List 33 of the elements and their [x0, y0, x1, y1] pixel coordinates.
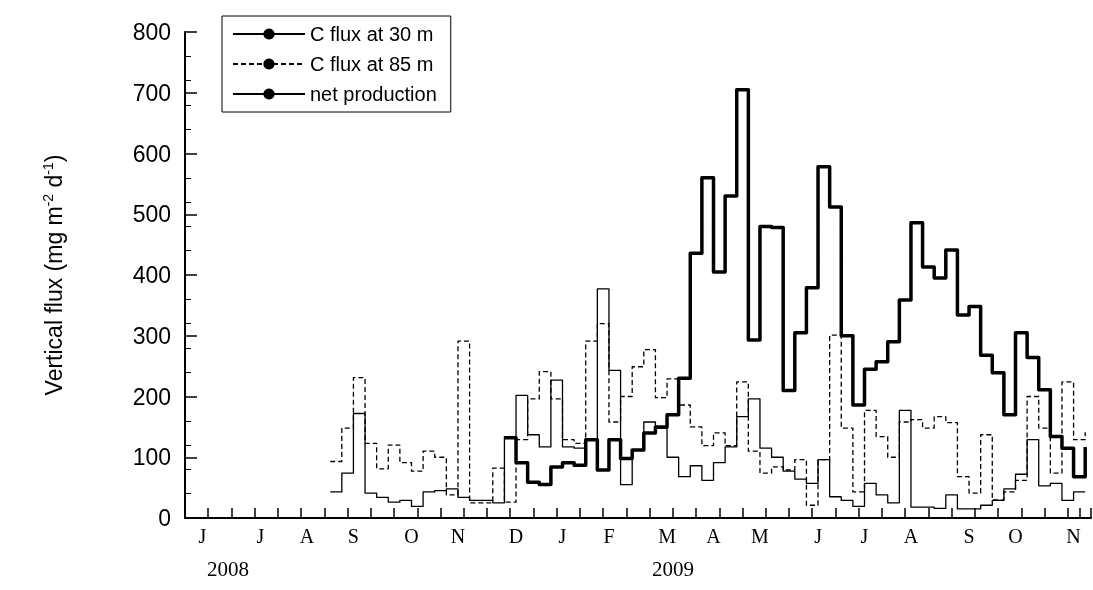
y-axis-title: Vertical flux (mg m-2 d-1)	[40, 154, 67, 396]
x-tick-label: A	[706, 525, 722, 547]
x-tick-label: N	[1066, 525, 1081, 547]
y-tick-label: 0	[158, 505, 171, 531]
y-tick-label: 800	[132, 19, 171, 45]
x-tick-label: M	[751, 525, 770, 547]
x-tick-label: S	[347, 525, 359, 547]
x-tick-label: J	[814, 525, 823, 547]
x-tick-label: J	[860, 525, 869, 547]
legend-label: C flux at 30 m	[310, 23, 434, 45]
x-tick-label: N	[450, 525, 466, 547]
y-tick-label: 100	[132, 444, 171, 471]
text: 2009	[652, 556, 694, 581]
x-tick-label: O	[1008, 525, 1023, 547]
text: 2008	[207, 556, 249, 581]
x-tick-label: F	[603, 525, 615, 547]
x-tick-label: M	[658, 525, 677, 547]
y-tick-label: 600	[132, 140, 171, 167]
y-tick-label: 300	[132, 322, 171, 349]
y-tick-label: 700	[132, 79, 171, 106]
x-tick-label: J	[558, 525, 567, 547]
y-tick-label: 400	[132, 262, 171, 288]
x-tick-label: D	[508, 525, 524, 547]
legend-label: C flux at 85 m	[310, 53, 434, 75]
x-tick-label: A	[299, 525, 315, 547]
y-tick-label: 500	[132, 201, 171, 228]
legend-label: net production	[310, 83, 437, 105]
y-tick-label: 200	[132, 383, 171, 410]
x-tick-label: S	[963, 525, 975, 547]
x-tick-label: O	[404, 525, 419, 547]
x-tick-label: J	[256, 525, 265, 547]
x-tick-label: A	[903, 525, 919, 547]
x-tick-label: J	[198, 525, 207, 547]
